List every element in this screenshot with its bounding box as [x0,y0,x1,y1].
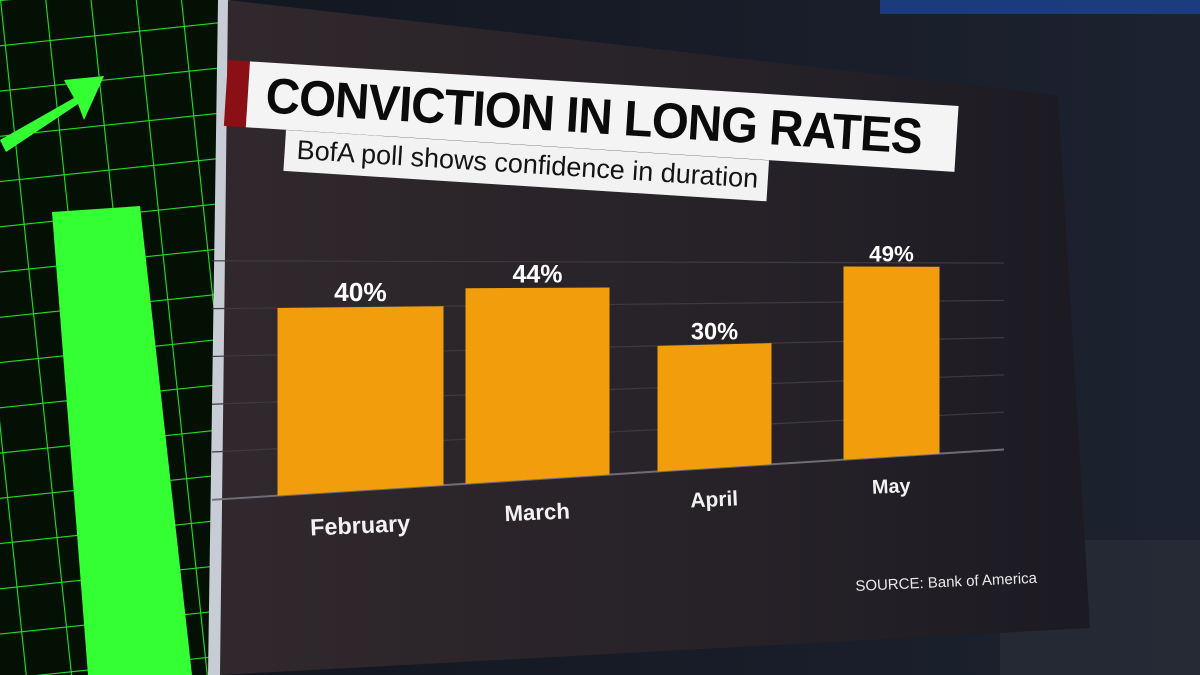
category-label-april: April [690,487,739,512]
bar-may [843,266,940,460]
bar-march [465,287,610,484]
value-label-april: 30% [691,319,738,345]
bar-april [657,343,772,472]
category-label-may: May [872,475,911,499]
value-label-may: 49% [869,242,914,267]
value-label-february: 40% [334,277,387,307]
studio-ceiling-light [880,0,1200,14]
screen-frame-edge [208,0,230,675]
green-arrow-icon [0,76,104,152]
value-label-march: 44% [512,260,562,288]
category-label-march: March [504,498,570,526]
green-growth-bar [52,206,192,675]
green-grid-panel [0,0,222,675]
category-label-february: February [310,510,411,540]
bar-february [277,306,444,496]
chart-labels: 40% February 44% March 30% April 49% May [310,242,914,541]
gridline [211,260,1005,264]
chart-bars [277,266,940,496]
